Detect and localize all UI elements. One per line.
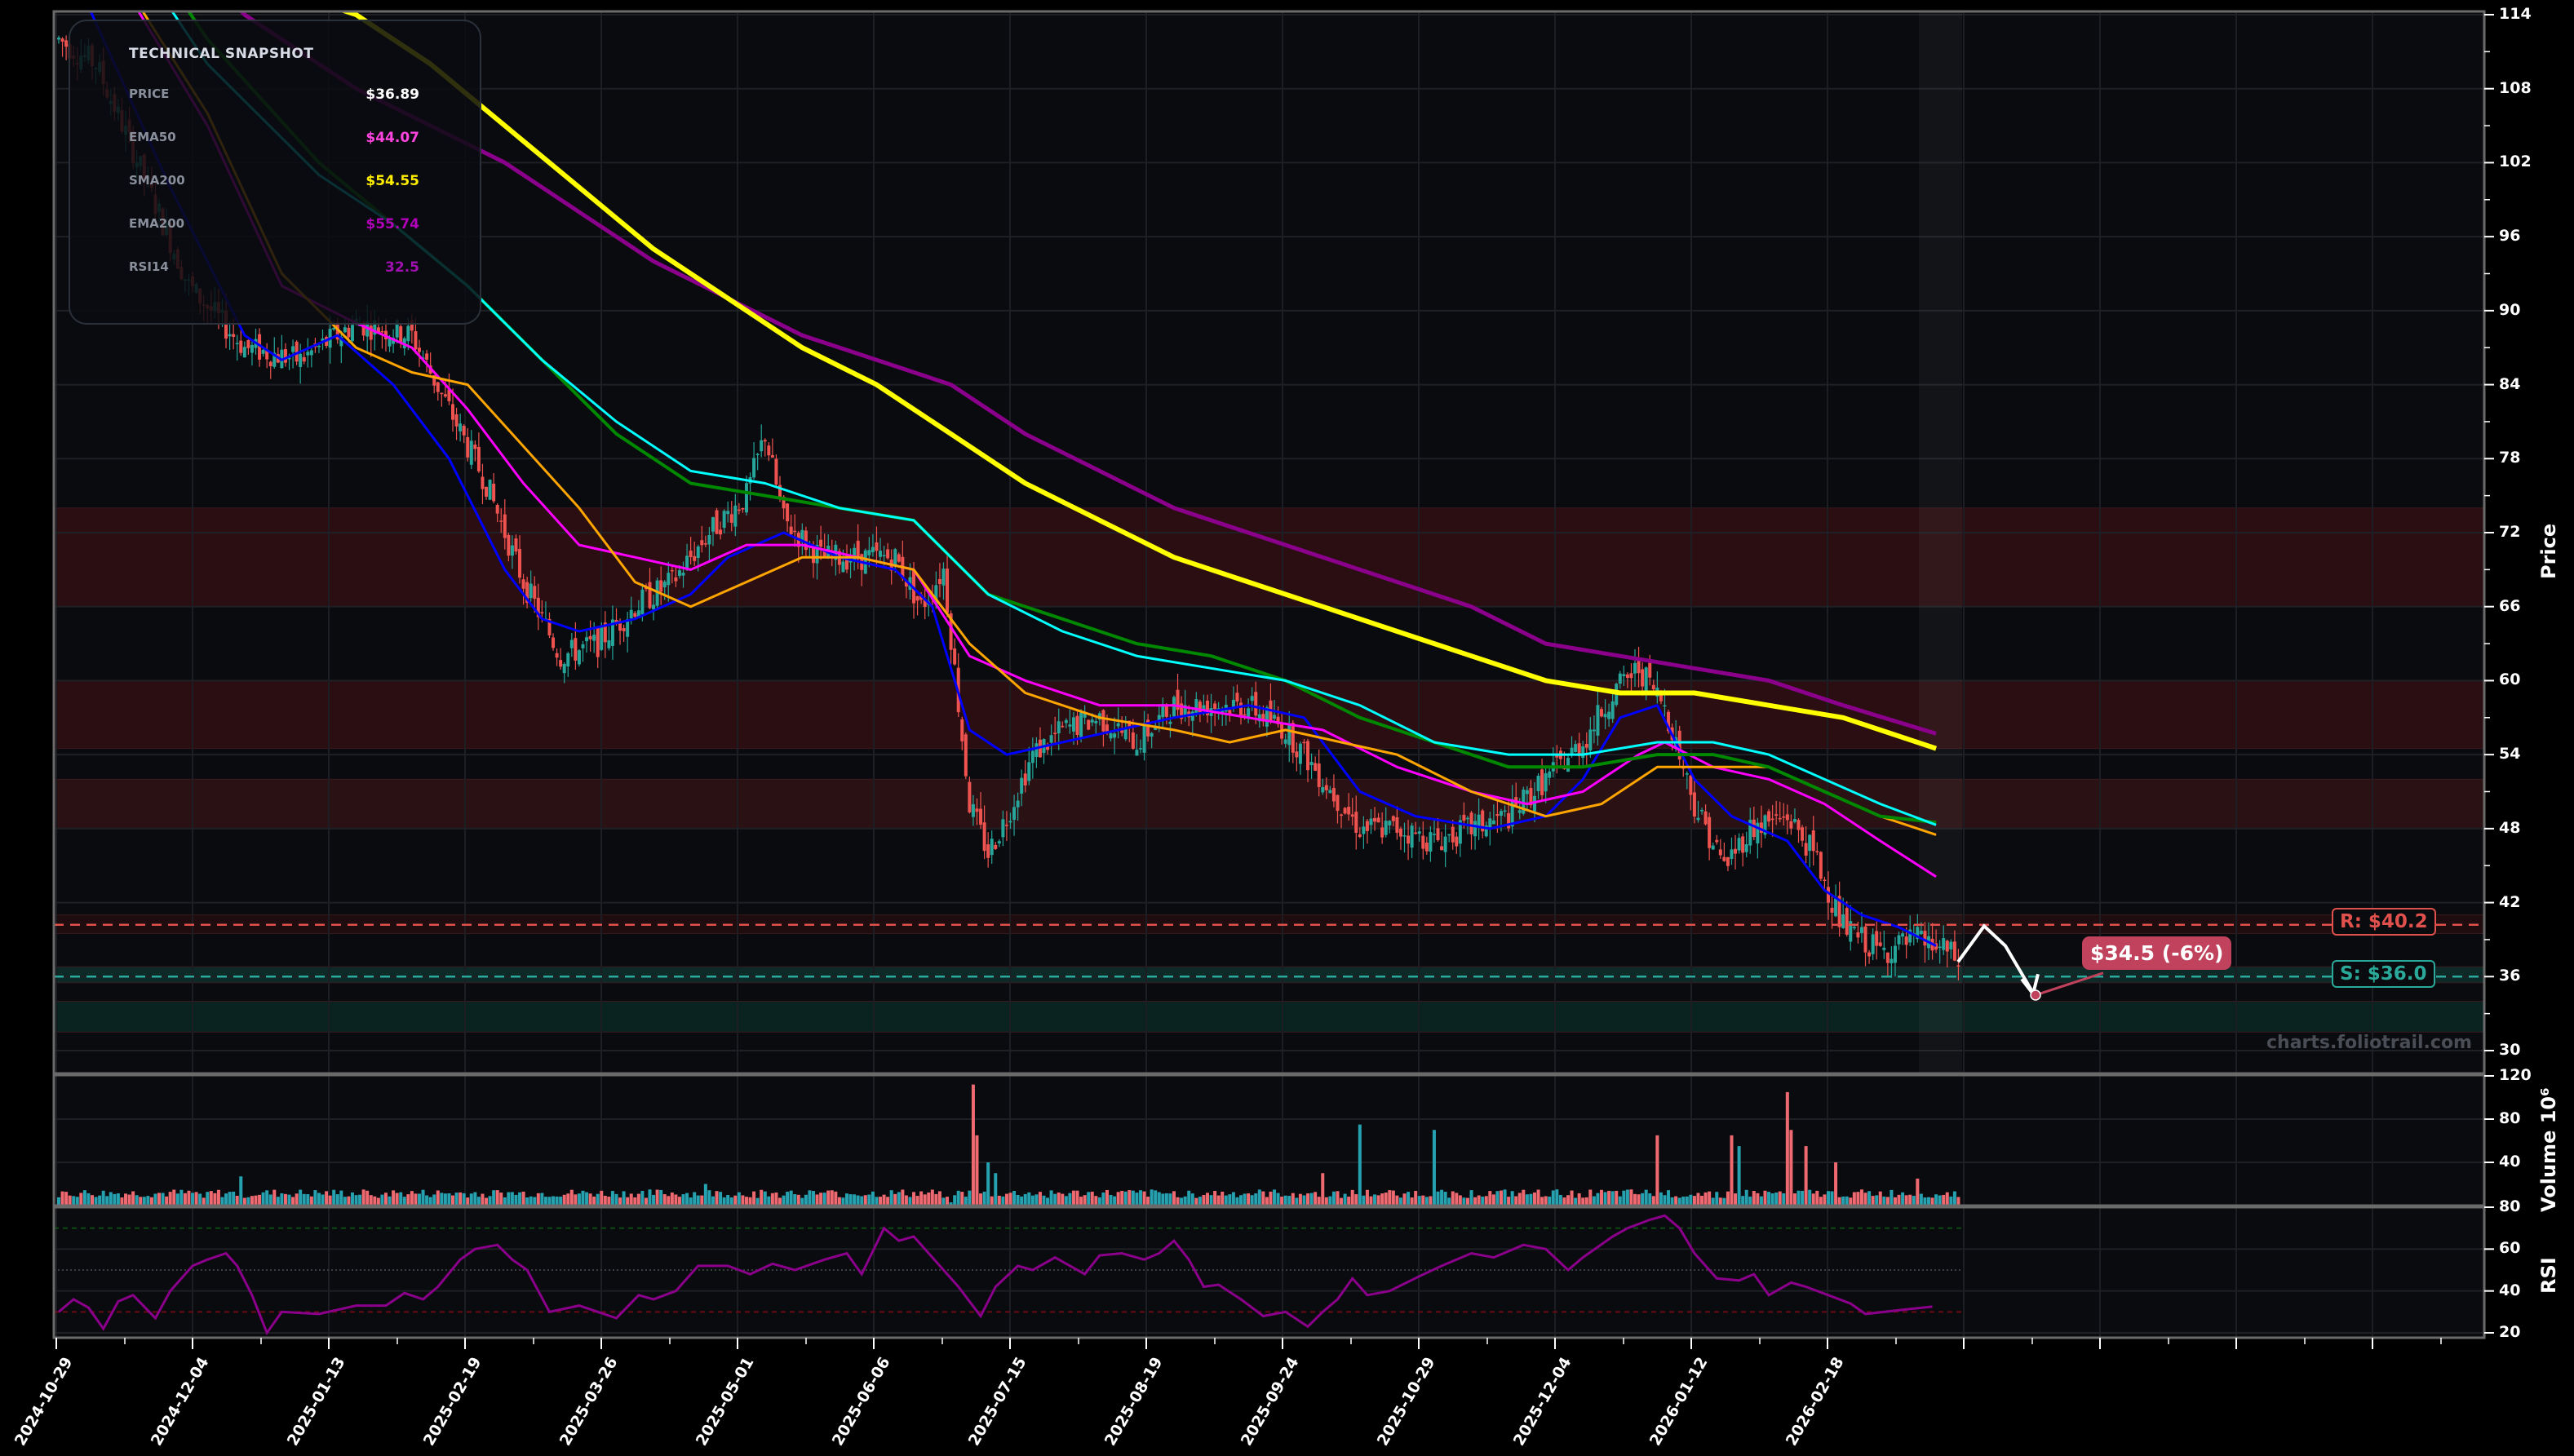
ma-line-sma50 — [141, 11, 1937, 836]
snapshot-label: PRICE — [129, 86, 170, 101]
y-tick-label: 42 — [2499, 892, 2521, 911]
watermark: charts.foliotrail.com — [2266, 1033, 2472, 1053]
y-tick-label: 114 — [2499, 5, 2532, 23]
y-tick-label: 96 — [2499, 227, 2521, 246]
volume-bars — [57, 1084, 1960, 1206]
snapshot-label: EMA200 — [129, 216, 185, 231]
y-tick-label: 60 — [2499, 1239, 2521, 1258]
y-tick-label: 84 — [2499, 374, 2521, 393]
resistance-label: R: $40.2 — [2332, 908, 2436, 936]
snapshot-row-price: PRICE $36.89 — [129, 86, 419, 106]
projection-label: $34.5 (-6%) — [2082, 936, 2232, 970]
technical-snapshot-panel: TECHNICAL SNAPSHOT PRICE $36.89 EMA50 $4… — [69, 20, 481, 325]
support-label: S: $36.0 — [2332, 960, 2435, 988]
y-tick-label: 60 — [2499, 670, 2521, 689]
volume-axis-title: Volume 10⁶ — [2537, 1087, 2560, 1212]
snapshot-label: SMA200 — [129, 173, 185, 188]
y-tick-label: 72 — [2499, 523, 2521, 541]
y-tick-label: 120 — [2499, 1066, 2532, 1084]
snapshot-row-rsi14: RSI14 32.5 — [129, 259, 419, 279]
snapshot-title: TECHNICAL SNAPSHOT — [129, 46, 314, 62]
snapshot-row-ema50: EMA50 $44.07 — [129, 130, 419, 149]
price-axis-title: Price — [2537, 523, 2560, 579]
y-tick-label: 30 — [2499, 1041, 2521, 1059]
ma-line-ema200 — [238, 11, 1937, 736]
snapshot-label: RSI14 — [129, 259, 169, 274]
ma-line-sma200 — [338, 11, 1938, 751]
rsi-axis-title: RSI — [2537, 1257, 2560, 1294]
snapshot-value: $55.74 — [365, 216, 419, 232]
snapshot-value: 32.5 — [385, 259, 419, 276]
snapshot-row-sma200: SMA200 $54.55 — [129, 173, 419, 193]
y-tick-label: 36 — [2499, 967, 2521, 985]
y-tick-label: 20 — [2499, 1323, 2521, 1341]
y-tick-label: 80 — [2499, 1109, 2521, 1127]
snapshot-value: $36.89 — [365, 86, 419, 103]
y-tick-label: 102 — [2499, 153, 2532, 171]
y-tick-label: 90 — [2499, 300, 2521, 319]
y-tick-label: 48 — [2499, 818, 2521, 837]
snapshot-label: EMA50 — [129, 130, 176, 144]
y-tick-label: 40 — [2499, 1281, 2521, 1299]
y-tick-label: 80 — [2499, 1197, 2521, 1215]
snapshot-value: $54.55 — [365, 173, 419, 189]
snapshot-row-ema200: EMA200 $55.74 — [129, 216, 419, 236]
y-tick-label: 54 — [2499, 745, 2521, 763]
y-tick-label: 78 — [2499, 449, 2521, 467]
y-tick-label: 108 — [2499, 78, 2532, 97]
y-tick-label: 40 — [2499, 1153, 2521, 1171]
y-tick-label: 66 — [2499, 596, 2521, 615]
snapshot-value: $44.07 — [365, 130, 419, 146]
rsi-line — [58, 1214, 1933, 1336]
